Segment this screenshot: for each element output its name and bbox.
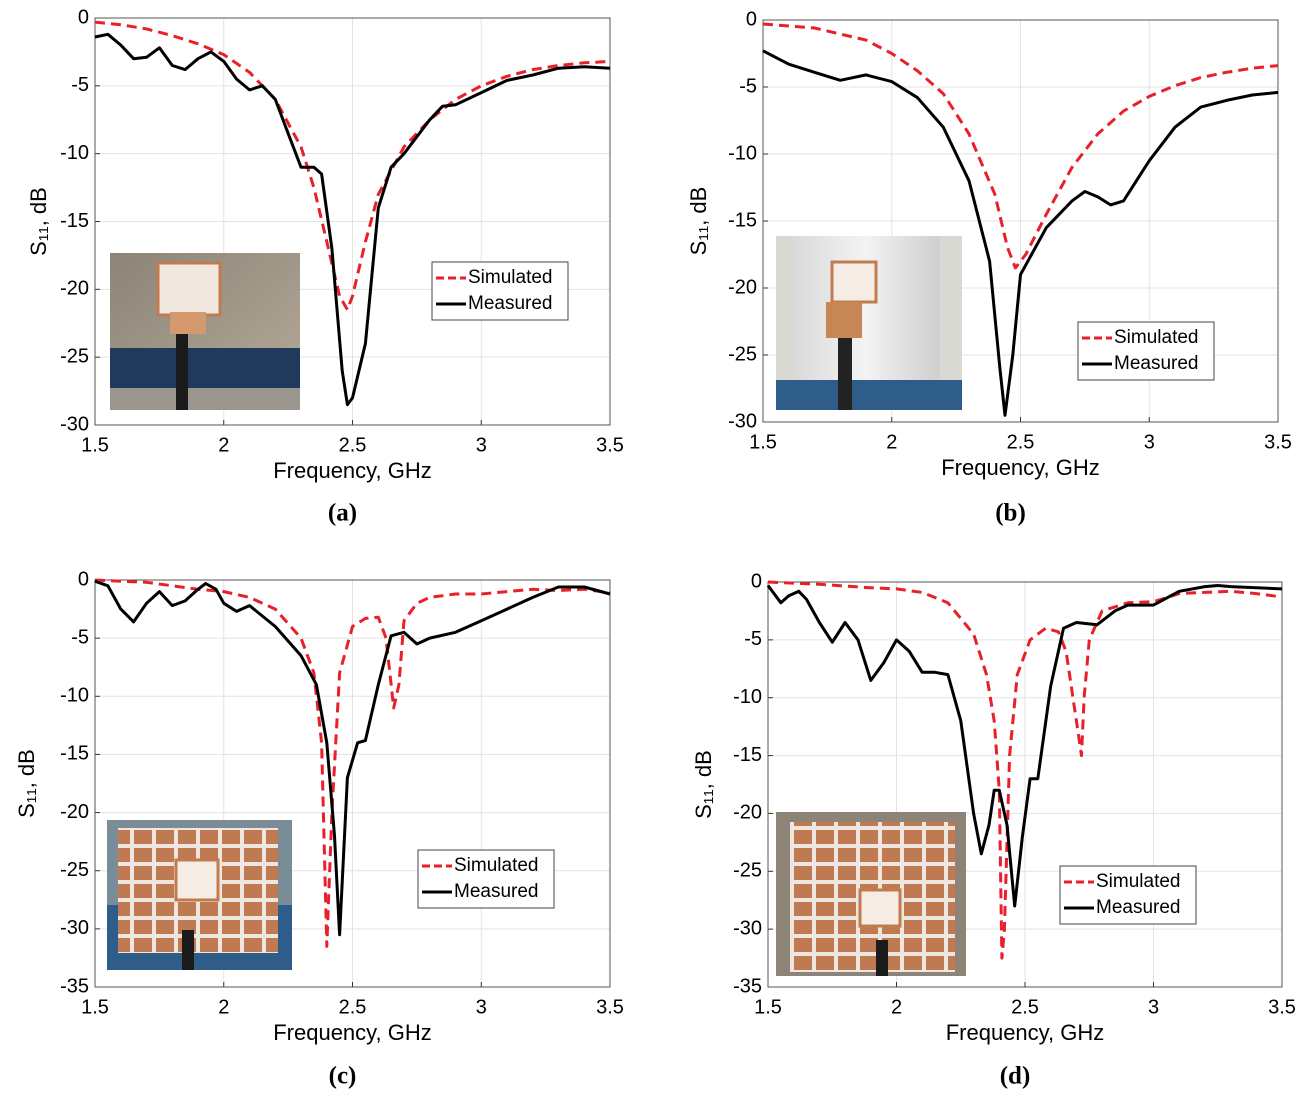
y-tick-label: -25 (728, 343, 757, 365)
y-tick-label: -20 (60, 278, 89, 300)
x-tick-label: 2.5 (339, 434, 367, 456)
x-tick-label: 2.5 (1007, 431, 1035, 453)
legend-box (1059, 865, 1197, 925)
legend-box (431, 261, 569, 321)
y-tick-label: -10 (728, 142, 757, 164)
x-tick-label: 2.5 (339, 996, 367, 1018)
series-line (767, 580, 1283, 960)
x-tick-label: 2.5 (1011, 996, 1039, 1018)
legend-label: Simulated (1096, 871, 1181, 892)
x-tick-label: 2 (886, 431, 897, 453)
y-tick-label: -20 (60, 801, 89, 823)
inset-photo (110, 253, 300, 410)
x-axis-label: Frequency, GHz (273, 1020, 432, 1045)
panel-caption: (b) (995, 500, 1026, 527)
series-line (94, 20, 611, 312)
x-axis-label: Frequency, GHz (273, 458, 432, 483)
legend-label: Simulated (468, 267, 553, 288)
legend-box (417, 849, 555, 909)
x-tick-label: 3.5 (1264, 431, 1292, 453)
panel-caption: (a) (328, 500, 357, 527)
x-axis-label: Frequency, GHz (946, 1020, 1105, 1045)
x-tick-label: 3.5 (596, 996, 624, 1018)
series-line (94, 579, 611, 937)
panel-caption: (c) (329, 1063, 357, 1090)
axes-frame (94, 17, 611, 426)
y-axis-label: S₁₁, dB (686, 187, 711, 256)
y-tick-label: 0 (78, 568, 89, 590)
x-tick-label: 3 (1148, 996, 1159, 1018)
inset-photo (107, 820, 292, 970)
panel: 1.5 2 2.5 3 3.5 -35 -30 -25 -20 -15 -10 -5 0 Frequenc… (14, 568, 624, 1089)
y-tick-label: 0 (78, 6, 89, 28)
x-tick-label: 2 (218, 996, 229, 1018)
x-tick-label: 2 (218, 434, 229, 456)
series-line (762, 22, 1279, 270)
series-line (94, 32, 611, 407)
y-tick-label: 0 (751, 570, 762, 592)
x-tick-label: 3 (476, 996, 487, 1018)
y-tick-label: -25 (60, 345, 89, 367)
y-tick-label: -10 (60, 142, 89, 164)
x-tick-label: 3 (1144, 431, 1155, 453)
y-tick-label: -30 (733, 917, 762, 939)
y-tick-label: -15 (60, 743, 89, 765)
x-tick-label: 1.5 (749, 431, 777, 453)
y-tick-label: -5 (739, 75, 757, 97)
y-tick-label: -20 (733, 802, 762, 824)
x-tick-label: 3.5 (596, 434, 624, 456)
legend-label: Measured (454, 881, 539, 902)
x-tick-label: 3 (476, 434, 487, 456)
y-tick-label: -25 (60, 859, 89, 881)
series-line (94, 578, 611, 948)
y-tick-label: -5 (71, 626, 89, 648)
x-axis-label: Frequency, GHz (941, 455, 1100, 480)
legend-box (1077, 321, 1215, 381)
y-tick-label: -35 (60, 975, 89, 997)
x-tick-label: 1.5 (81, 996, 109, 1018)
y-tick-label: -35 (733, 975, 762, 997)
inset-photo (776, 812, 966, 976)
y-tick-label: -15 (733, 744, 762, 766)
y-tick-label: -20 (728, 276, 757, 298)
y-tick-label: -10 (60, 685, 89, 707)
legend-label: Measured (1114, 353, 1199, 374)
x-tick-label: 2 (891, 996, 902, 1018)
axes-frame (762, 19, 1279, 423)
series-line (766, 584, 1283, 908)
axes-frame (94, 579, 611, 988)
y-tick-label: 0 (746, 8, 757, 30)
y-axis-label: S₁₁, dB (14, 749, 39, 818)
legend-label: Measured (1096, 897, 1181, 918)
y-tick-label: -5 (71, 74, 89, 96)
y-axis-label: S₁₁, dB (26, 187, 51, 256)
x-tick-label: 1.5 (81, 434, 109, 456)
y-tick-label: -10 (733, 686, 762, 708)
y-tick-label: -15 (728, 209, 757, 231)
panel-caption: (d) (1000, 1063, 1031, 1090)
axes-frame (767, 581, 1283, 988)
inset-photo (776, 236, 962, 410)
y-axis-label: S₁₁, dB (691, 750, 716, 819)
y-tick-label: -15 (60, 210, 89, 232)
y-tick-label: -30 (60, 917, 89, 939)
legend-label: Simulated (454, 855, 539, 876)
legend-label: Simulated (1114, 327, 1199, 348)
y-tick-label: -25 (733, 860, 762, 882)
y-tick-label: -30 (728, 410, 757, 432)
series-line (762, 49, 1279, 417)
y-tick-label: -5 (744, 628, 762, 650)
x-tick-label: 1.5 (754, 996, 782, 1018)
legend-label: Measured (468, 293, 553, 314)
x-tick-label: 3.5 (1268, 996, 1296, 1018)
y-tick-label: -30 (60, 413, 89, 435)
